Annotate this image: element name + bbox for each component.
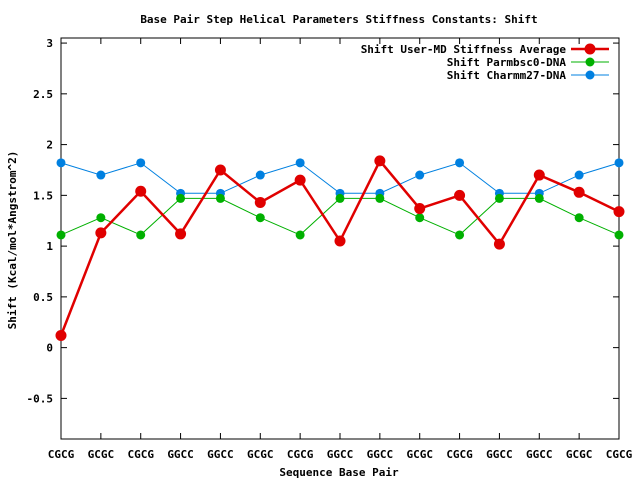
series-1 [55, 155, 625, 341]
data-point [136, 158, 146, 168]
data-point [533, 169, 545, 181]
data-point [56, 230, 66, 240]
data-point [56, 158, 66, 168]
data-point [493, 238, 505, 250]
x-tick-label: CGCG [446, 448, 473, 461]
x-tick-label: CGCG [48, 448, 75, 461]
data-point [295, 230, 305, 240]
y-tick-label: 2 [46, 139, 53, 152]
data-point [454, 189, 466, 201]
data-point [335, 193, 345, 203]
data-point [574, 213, 584, 223]
x-tick-label: GGCC [367, 448, 394, 461]
x-tick-label: GCGC [566, 448, 593, 461]
series-2 [56, 193, 624, 240]
legend-label: Shift Parmbsc0-DNA [447, 56, 567, 69]
y-tick-label: 1 [46, 240, 53, 253]
x-axis-label: Sequence Base Pair [279, 466, 399, 479]
data-point [614, 158, 624, 168]
data-point [455, 230, 465, 240]
legend-marker [584, 43, 596, 55]
chart-title: Base Pair Step Helical Parameters Stiffn… [140, 13, 537, 26]
x-tick-label: GGCC [526, 448, 553, 461]
series-line [60, 197, 620, 236]
data-point [334, 235, 346, 247]
data-point [414, 203, 426, 215]
series-line [59, 158, 620, 336]
y-tick-label: 2.5 [33, 88, 53, 101]
legend-marker [585, 57, 595, 67]
legend-label: Shift Charmm27-DNA [447, 69, 567, 82]
x-tick-label: GGCC [167, 448, 194, 461]
axes: -0.5 0 0.5 1 1.5 2 2.5 3 CGCG GCGC CGCG GGCC GGCC GCG… [27, 37, 633, 461]
data-point [415, 213, 425, 223]
y-tick-label: 1.5 [33, 189, 53, 202]
y-tick-label: -0.5 [27, 392, 54, 405]
data-point [255, 170, 265, 180]
y-tick-label: 0.5 [33, 291, 53, 304]
data-point [614, 230, 624, 240]
data-point [95, 227, 107, 239]
data-point [534, 193, 544, 203]
series-layer [55, 155, 625, 341]
x-tick-label: GGCC [327, 448, 354, 461]
legend-label: Shift User-MD Stiffness Average [361, 43, 567, 56]
data-point [96, 170, 106, 180]
x-tick-label: CGCG [606, 448, 633, 461]
data-point [215, 193, 225, 203]
x-tick-label: GCGC [88, 448, 115, 461]
legend-marker [585, 70, 595, 80]
data-point [415, 170, 425, 180]
data-point [254, 196, 266, 208]
data-point [573, 186, 585, 198]
x-tick-label: GCGC [406, 448, 433, 461]
x-tick-label: GGCC [486, 448, 513, 461]
y-tick-label: 0 [46, 342, 53, 355]
x-tick-label: CGCG [127, 448, 154, 461]
data-point [295, 158, 305, 168]
x-tick-label: GCGC [247, 448, 274, 461]
data-point [375, 193, 385, 203]
x-tick-label: CGCG [287, 448, 314, 461]
data-point [494, 193, 504, 203]
x-tick-label: GGCC [207, 448, 234, 461]
data-point [55, 329, 67, 341]
y-tick-label: 3 [46, 37, 53, 50]
y-axis-label: Shift (Kcal/mol*Angstrom^2) [6, 151, 19, 330]
data-point [135, 185, 147, 197]
data-point [214, 164, 226, 176]
data-point [176, 193, 186, 203]
data-point [574, 170, 584, 180]
data-point [374, 155, 386, 167]
data-point [613, 206, 625, 218]
data-point [175, 228, 187, 240]
data-point [96, 213, 106, 223]
data-point [455, 158, 465, 168]
data-point [136, 230, 146, 240]
data-point [255, 213, 265, 223]
data-point [294, 174, 306, 186]
